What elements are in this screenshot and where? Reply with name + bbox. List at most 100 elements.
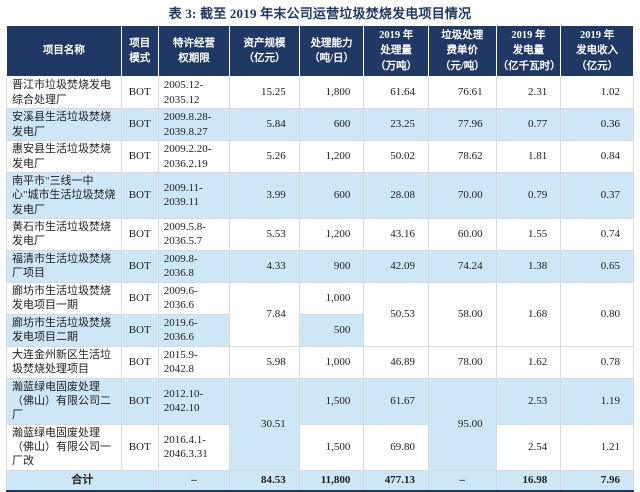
cell-project-name: 黄石市生活垃圾焚烧发电厂 xyxy=(6,217,122,251)
cell-power-generation-2019: 2.53 xyxy=(495,377,562,425)
cell-processed-volume-2019: 28.08 xyxy=(363,172,429,219)
table-row: 廊坊市生活垃圾焚烧发电项目一期 BOT 2009.6- 2036.6 7.84 1,00… xyxy=(6,281,634,347)
total-row: 合计 –84.53 11,800 477.13–16.98 7.96 xyxy=(6,469,634,492)
cell-concession-period: 2019.6- 2036.6 xyxy=(157,313,231,347)
cell-fee-unit-price: – xyxy=(427,469,497,492)
cell-concession-period: 2009.8- 2036.8 xyxy=(157,249,231,283)
cell-power-revenue-2019: 0.74 xyxy=(560,217,634,251)
cell-power-generation-2019: 0.79 xyxy=(495,172,562,219)
cell-power-revenue-2019: 0.78 xyxy=(560,345,634,379)
cell-project-mode: BOT xyxy=(120,172,159,219)
table-row: 大连金州新区生活垃圾焚烧处理项目 BOT 2015.9- 2042.8 5.98 1,0… xyxy=(6,345,634,379)
cell-processed-volume-2019: 43.16 xyxy=(363,217,429,251)
cell-concession-period: 2016.4.1- 2046.3.31 xyxy=(157,423,231,471)
cell-power-revenue-2019: 0.36 xyxy=(560,108,634,141)
cell-concession-period: 2009.6- 2036.6 xyxy=(157,281,231,315)
cell-capacity: 11,800 xyxy=(298,469,365,492)
table-title: 表 3: 截至 2019 年末公司运营垃圾焚烧发电项目情况 xyxy=(168,6,472,21)
table-header: 项目名称 项目 模式 特许经营 权期限 资产规模 （亿元） 处理能力 （吨/日） 2019… xyxy=(6,25,634,77)
cell-processed-volume-2019: 46.89 xyxy=(363,345,429,379)
cell-power-revenue-2019: 7.96 xyxy=(560,469,634,492)
cell-fee-unit-price: 74.24 xyxy=(427,249,497,283)
cell-asset-scale: 5.53 xyxy=(229,217,300,251)
cell-asset-scale: 4.33 xyxy=(229,249,300,283)
table-row: 廊坊市生活垃圾焚烧发电项目二期 BOT 2019.6- 2036.6 500 xyxy=(6,313,634,347)
cell-power-generation-2019: 1.62 xyxy=(495,345,562,379)
cell-power-generation-2019: 1.68 xyxy=(495,281,562,347)
cell-capacity: 1,200 xyxy=(298,140,365,173)
cell-capacity: 900 xyxy=(298,249,365,283)
cell-asset-scale: 5.98 xyxy=(229,345,300,379)
cell-capacity: 1,800 xyxy=(298,76,365,109)
cell-processed-volume-2019: 50.02 xyxy=(363,140,429,173)
cell-processed-volume-2019: 69.80 xyxy=(363,423,429,471)
cell-project-mode: BOT xyxy=(120,377,159,425)
cell-fee-unit-price: 78.00 xyxy=(427,345,497,379)
cell-capacity: 1,000 xyxy=(298,345,365,379)
column-header-asset-scale: 资产规模 （亿元） xyxy=(229,25,300,77)
cell-power-generation-2019: 1.81 xyxy=(495,140,562,173)
cell-asset-scale: 5.26 xyxy=(229,140,300,173)
cell-power-revenue-2019: 1.19 xyxy=(560,377,634,425)
cell-project-mode: BOT xyxy=(120,217,159,251)
cell-power-revenue-2019: 0.37 xyxy=(560,172,634,219)
cell-power-revenue-2019: 0.84 xyxy=(560,140,634,173)
cell-project-name: 晋江市垃圾焚烧发电综合处理厂 xyxy=(6,76,122,109)
column-header-project-mode: 项目 模式 xyxy=(120,25,159,77)
header-row: 项目名称 项目 模式 特许经营 权期限 资产规模 （亿元） 处理能力 （吨/日） 2019… xyxy=(6,25,634,77)
cell-concession-period: 2009.11- 2039.11 xyxy=(157,172,231,219)
cell-concession-period: – xyxy=(157,469,231,492)
table-row: 瀚蓝绿电固废处理（佛山）有限公司二厂 BOT 2012.10- 2042.10 30.… xyxy=(6,377,634,471)
cell-project-name: 廊坊市生活垃圾焚烧发电项目一期 xyxy=(6,281,122,315)
cell-project-mode: BOT xyxy=(120,423,159,471)
cell-project-name: 惠安县生活垃圾焚烧发电厂 xyxy=(6,140,122,173)
cell-project-mode: BOT xyxy=(120,140,159,173)
cell-concession-period: 2012.10- 2042.10 xyxy=(157,377,231,425)
cell-fee-unit-price: 60.00 xyxy=(427,217,497,251)
cell-power-generation-2019: 2.54 xyxy=(495,423,562,471)
cell-fee-unit-price: 78.62 xyxy=(427,140,497,173)
cell-project-mode: BOT xyxy=(120,249,159,283)
cell-project-mode: BOT xyxy=(120,76,159,109)
cell-capacity: 500 xyxy=(298,313,365,347)
cell-fee-unit-price: 77.96 xyxy=(427,108,497,141)
column-header-concession-period: 特许经营 权期限 xyxy=(157,25,231,77)
cell-power-generation-2019: 1.55 xyxy=(495,217,562,251)
cell-power-generation-2019: 16.98 xyxy=(495,469,562,492)
cell-concession-period: 2009.5.8- 2036.5.7 xyxy=(157,217,231,251)
cell-capacity: 1,500 xyxy=(298,377,365,425)
cell-project-name: 合计 xyxy=(6,469,159,492)
cell-fee-unit-price: 95.00 xyxy=(427,377,497,471)
cell-asset-scale: 30.51 xyxy=(229,377,300,471)
cell-processed-volume-2019: 61.64 xyxy=(363,76,429,109)
cell-project-mode: BOT xyxy=(120,345,159,379)
table-row: 瀚蓝绿电固废处理（佛山）有限公司一厂改 BOT 2016.4.1- 2046.3.3… xyxy=(6,423,634,471)
cell-fee-unit-price: 76.61 xyxy=(427,76,497,109)
cell-project-mode: BOT xyxy=(120,108,159,141)
table-row: 福清市生活垃圾焚烧厂项目 BOT 2009.8- 2036.8 4.33 900 42.0… xyxy=(6,249,634,283)
cell-project-mode: BOT xyxy=(120,313,159,347)
cell-project-name: 大连金州新区生活垃圾焚烧处理项目 xyxy=(6,345,122,379)
column-header-power-revenue-2019: 2019 年 发电收入 （亿元） xyxy=(560,25,634,77)
cell-concession-period: 2009.2.20- 2036.2.19 xyxy=(157,140,231,173)
column-header-processed-volume-2019: 2019 年 处理量 （万吨） xyxy=(363,25,429,77)
table-body: 晋江市垃圾焚烧发电综合处理厂 BOT 2005.12- 2035.12 15.25 1,… xyxy=(6,76,634,492)
cell-power-revenue-2019: 0.65 xyxy=(560,249,634,283)
cell-asset-scale: 84.53 xyxy=(229,469,300,492)
cell-project-name: 安溪县生活垃圾焚烧发电厂 xyxy=(6,108,122,141)
cell-asset-scale: 3.99 xyxy=(229,172,300,219)
cell-processed-volume-2019: 23.25 xyxy=(363,108,429,141)
cell-capacity: 600 xyxy=(298,108,365,141)
cell-fee-unit-price: 70.00 xyxy=(427,172,497,219)
table-row: 黄石市生活垃圾焚烧发电厂 BOT 2009.5.8- 2036.5.7 5.53 1,2… xyxy=(6,217,634,251)
cell-asset-scale: 15.25 xyxy=(229,76,300,109)
cell-asset-scale: 7.84 xyxy=(229,281,300,347)
cell-capacity: 600 xyxy=(298,172,365,219)
cell-project-name: 瀚蓝绿电固废处理（佛山）有限公司一厂改 xyxy=(6,423,122,471)
cell-processed-volume-2019: 50.53 xyxy=(363,281,429,347)
cell-project-name: 瀚蓝绿电固废处理（佛山）有限公司二厂 xyxy=(6,377,122,425)
cell-power-revenue-2019: 0.80 xyxy=(560,281,634,347)
cell-project-name: 廊坊市生活垃圾焚烧发电项目二期 xyxy=(6,313,122,347)
cell-power-revenue-2019: 1.02 xyxy=(560,76,634,109)
cell-capacity: 1,000 xyxy=(298,281,365,315)
